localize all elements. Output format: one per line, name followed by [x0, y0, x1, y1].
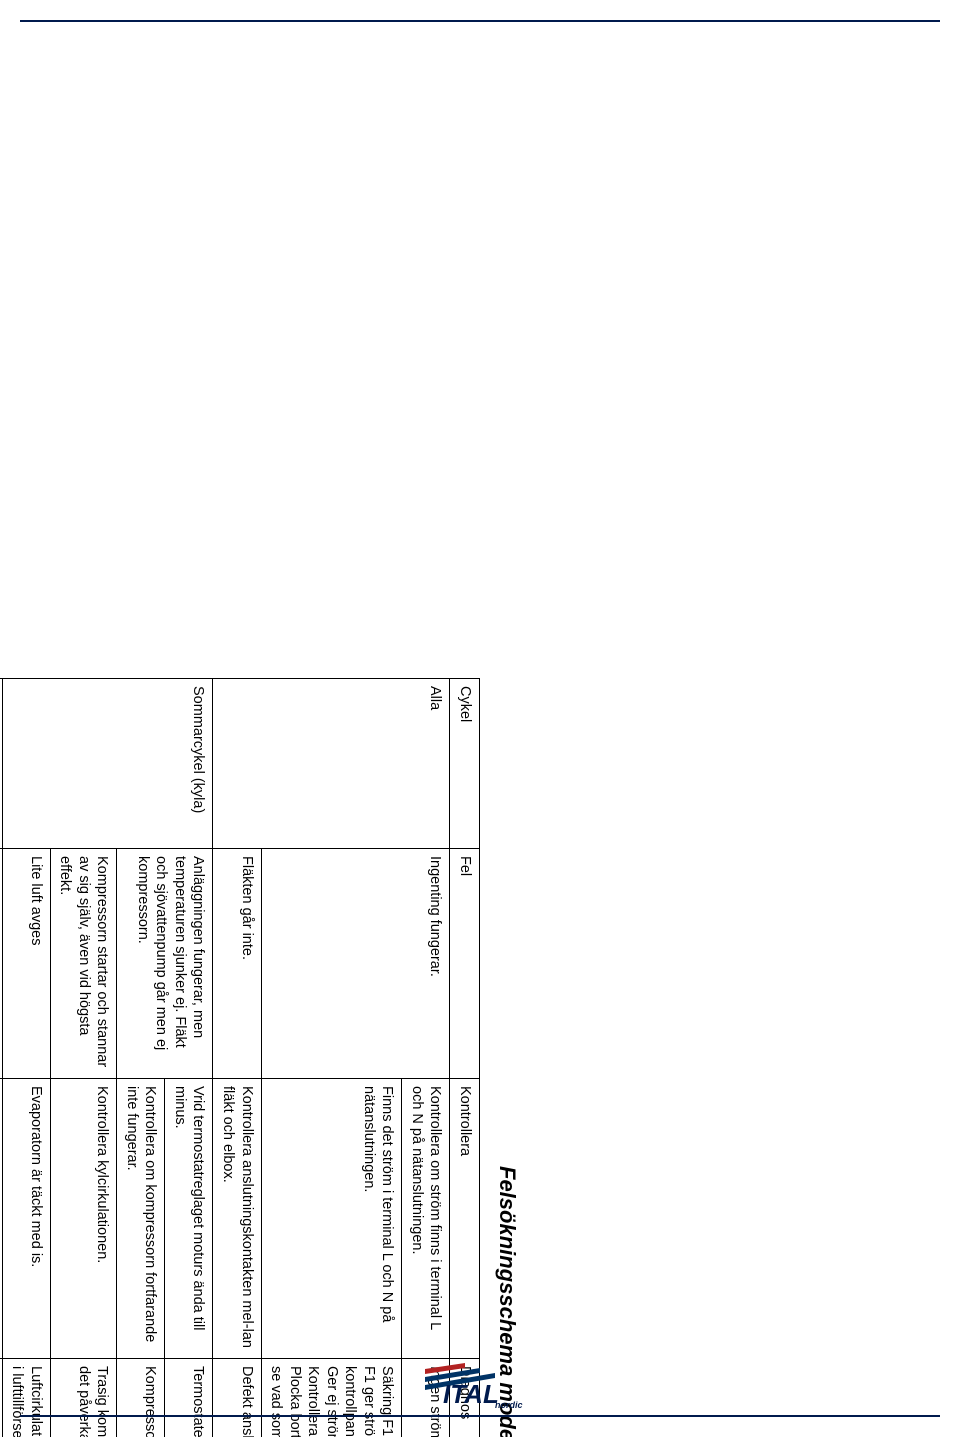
cell-check: Kontrollera anslutningskontakten mel-lan…	[213, 1079, 261, 1359]
cell-diagnosis: Defekt anslutning.	[213, 1359, 261, 1437]
table-row: Vintercykel (värme)Anläggningen fungerar…	[0, 679, 2, 1437]
cell-check: Kontrollera kylcirkulationen.	[50, 1079, 117, 1359]
rotated-content: Felsökningsschema modell EH Cykel Fel Ko…	[0, 678, 520, 1437]
cell-fault: Kompressorn startar och stannar av sig s…	[50, 849, 117, 1079]
cell-diagnosis: Kompressorns kraftrelä har gått.	[117, 1359, 165, 1437]
cell-diagnosis: Säkring F1 har gått. Observera att säkri…	[261, 1359, 402, 1437]
troubleshooting-table: Cykel Fel Kontrollera Diagnos Åtgärd All…	[0, 678, 480, 1437]
cell-cycle: Sommarcykel (kyla)	[2, 679, 213, 849]
cell-check: Kontrollera om ström finns i terminal L …	[402, 1079, 450, 1359]
cell-fault: Anläggningen fungerar, men temperaturen …	[117, 849, 213, 1079]
table-row: AllaIngenting fungerar.Kontrollera om st…	[402, 679, 450, 1437]
page-title: Felsökningsschema modell EH	[494, 678, 520, 1437]
logo: ITAL nordic	[425, 1363, 535, 1409]
logo-icon: ITAL nordic	[425, 1363, 535, 1409]
cell-check: Finns det ström i terminal L och N på nä…	[261, 1079, 402, 1359]
cell-fault: Lite luft avges	[2, 849, 50, 1079]
col-fault: Fel	[450, 849, 480, 1079]
page-top-rule	[20, 20, 940, 22]
cell-check: Luften värms upp av elelementet som kont…	[0, 1079, 2, 1359]
cell-diagnosis: Luftcirkulationen är ej tillräcklig och …	[2, 1359, 50, 1437]
page-bottom-rule	[20, 1415, 940, 1417]
cell-cycle: Alla	[213, 679, 450, 849]
svg-text:nordic: nordic	[495, 1400, 523, 1409]
table-header: Cykel Fel Kontrollera Diagnos Åtgärd	[450, 679, 480, 1437]
cell-check: Kontrollera om kompressorn fortfarande i…	[117, 1079, 165, 1359]
col-check: Kontrollera	[450, 1079, 480, 1359]
cell-fault: Fläkten går inte.	[213, 849, 261, 1079]
cell-fault: Ingenting fungerar.	[261, 849, 450, 1079]
page-root: Felsökningsschema modell EH Cykel Fel Ko…	[0, 0, 960, 1437]
cell-diagnosis: Termostaten är för hög.	[165, 1359, 213, 1437]
cell-fault: Anläggningen fungerar, men temperaturen …	[0, 849, 2, 1079]
cell-diagnosis: Trasig kompressor. Kylan cirkulerar inte…	[50, 1359, 117, 1437]
svg-text:ITAL: ITAL	[443, 1379, 499, 1409]
cell-cycle: Vintercykel (värme)	[0, 679, 2, 849]
cell-check: Vrid termostatreglaget moturs ända till …	[165, 1079, 213, 1359]
cell-diagnosis: Termostaten är för låg.	[0, 1359, 2, 1437]
col-cycle: Cykel	[450, 679, 480, 849]
table-row: Sommarcykel (kyla)Anläggningen fungerar,…	[165, 679, 213, 1437]
table-body: AllaIngenting fungerar.Kontrollera om st…	[0, 679, 450, 1437]
cell-check: Evaporatorn är täckt med is.	[2, 1079, 50, 1359]
